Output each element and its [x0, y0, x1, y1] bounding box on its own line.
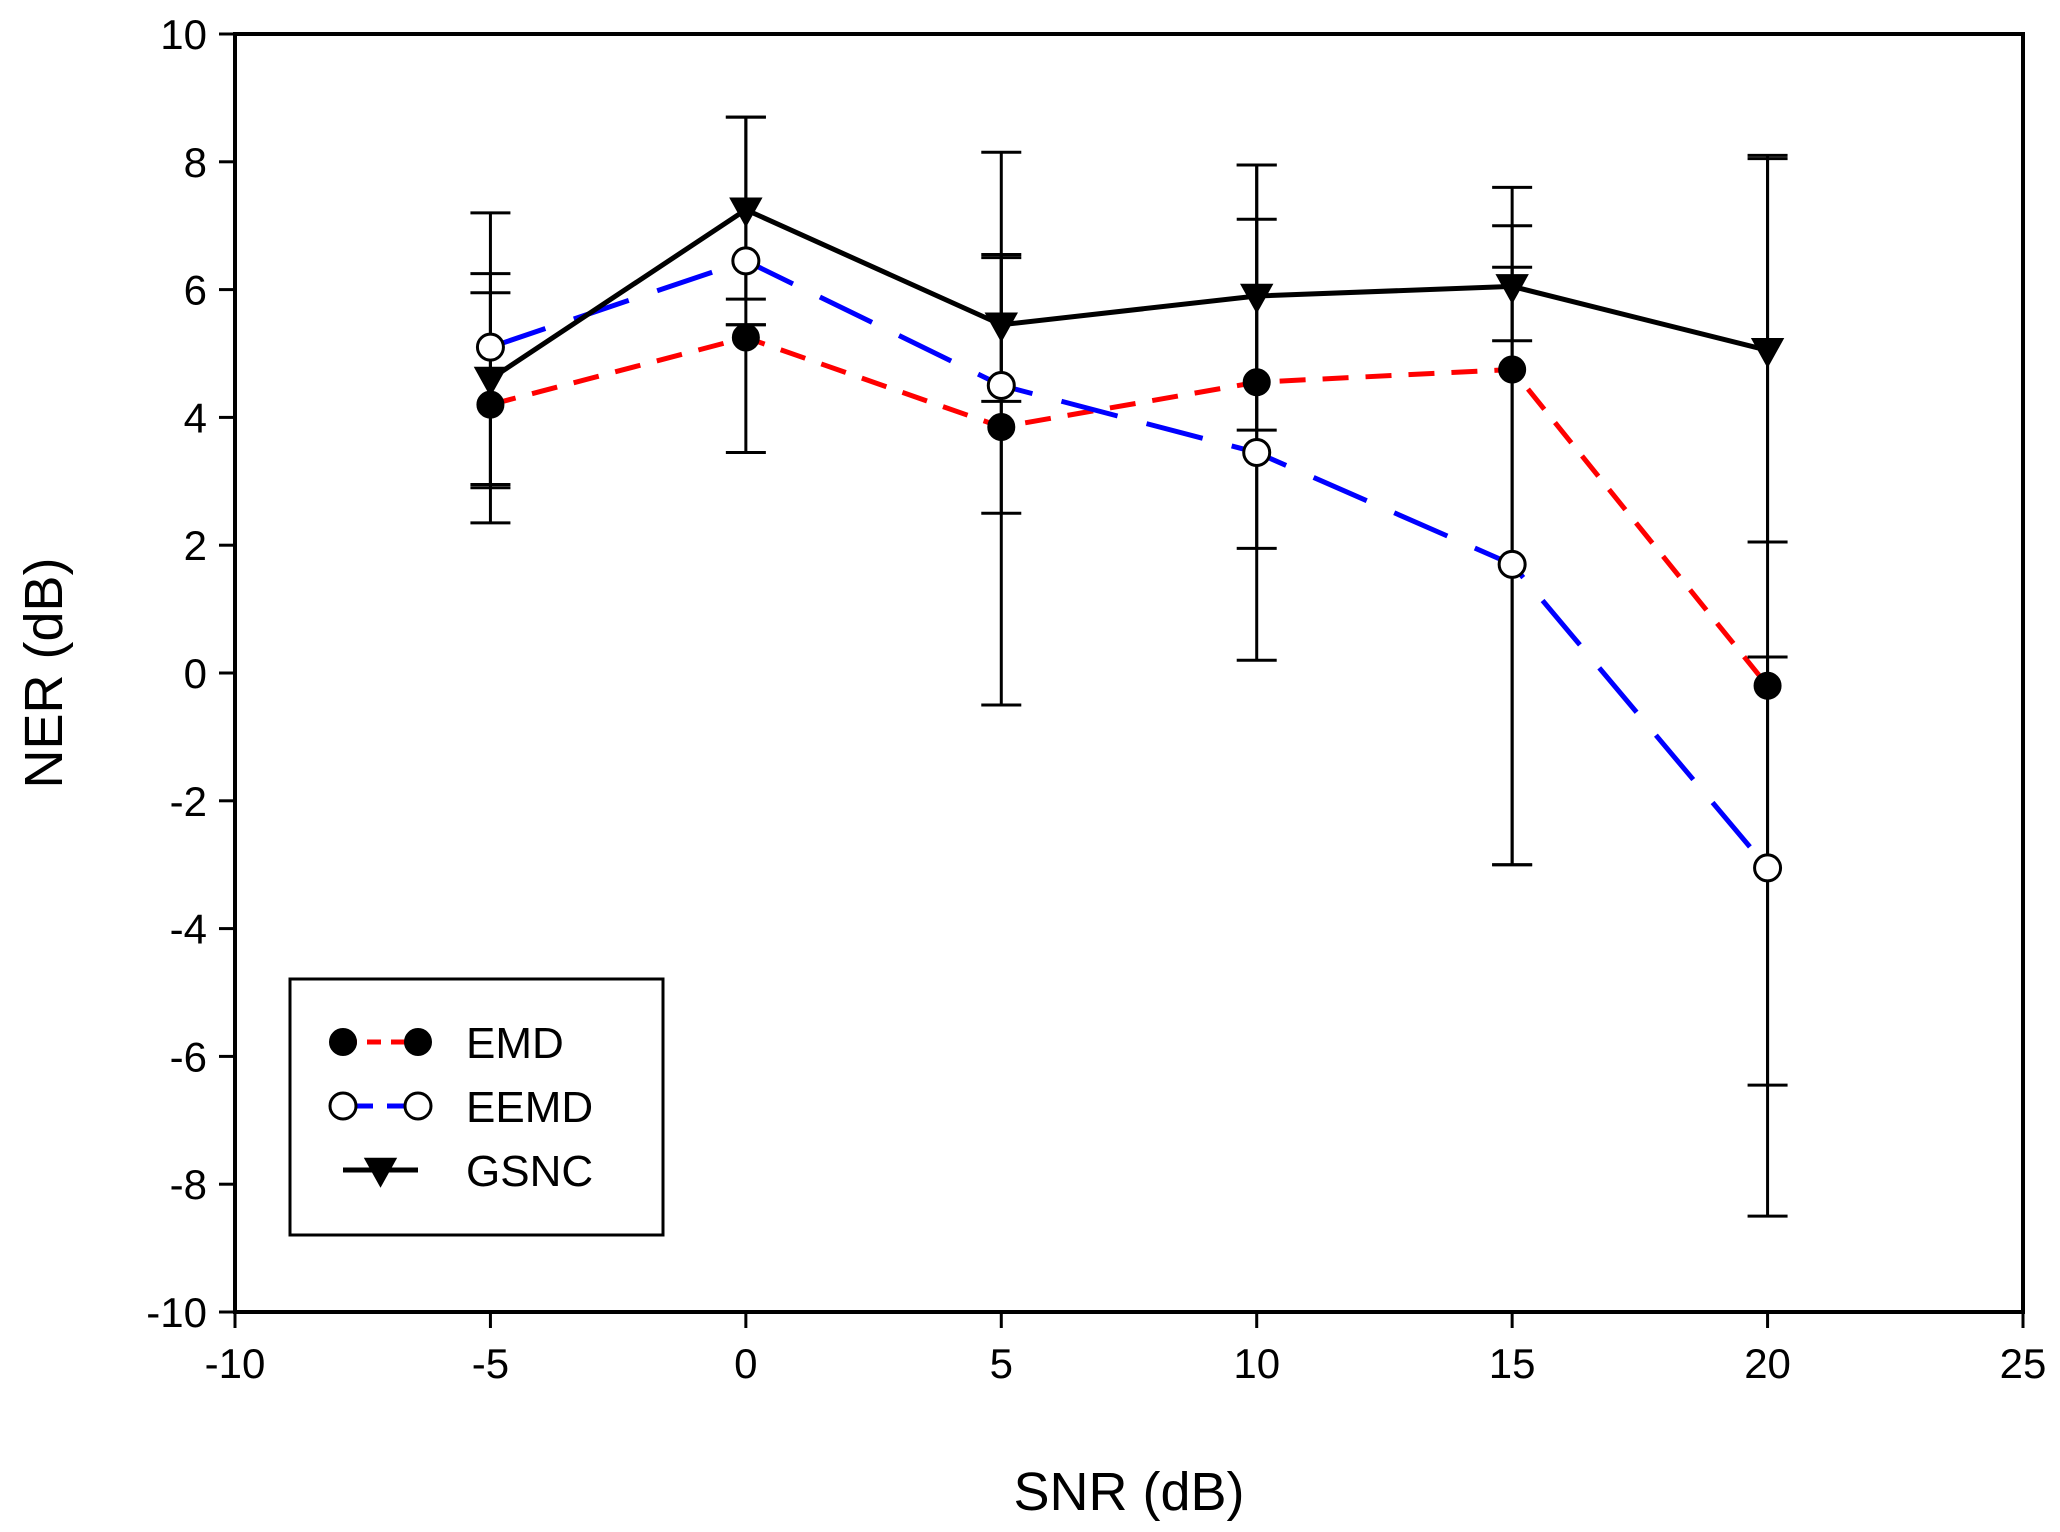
legend-label-gsnc: GSNC	[466, 1147, 593, 1196]
y-tick-label: 10	[160, 11, 207, 58]
series-line-gsnc	[489, 206, 1769, 382]
x-axis: -10 -5 0 5 10 15 20 25	[205, 1312, 2047, 1387]
marker-gsnc	[984, 312, 1018, 343]
marker-eemd	[1753, 853, 1783, 883]
series-line-eemd	[489, 258, 1770, 870]
y-tick-label: 2	[184, 522, 207, 569]
y-tick-label: 0	[184, 650, 207, 697]
legend-marker-eemd	[328, 1091, 358, 1121]
marker-gsnc	[1495, 274, 1529, 305]
marker-emd	[987, 412, 1016, 441]
y-tick-label: -6	[170, 1033, 207, 1080]
y-axis-title: NER (dB)	[14, 557, 74, 788]
y-tick-label: 4	[184, 394, 207, 441]
marker-gsnc	[473, 366, 508, 397]
marker-eemd	[475, 332, 505, 362]
x-axis-title: SNR (dB)	[1013, 1462, 1244, 1522]
x-tick-label: 25	[2000, 1340, 2047, 1387]
marker-emd	[1498, 355, 1527, 384]
x-tick-label: -5	[472, 1340, 509, 1387]
marker-gsnc	[1750, 338, 1785, 369]
x-tick-label: 0	[734, 1340, 757, 1387]
marker-emd	[1753, 671, 1782, 700]
marker-eemd	[1242, 438, 1272, 468]
marker-emd	[731, 323, 760, 352]
legend-marker-emd	[329, 1028, 357, 1056]
marker-emd	[1242, 368, 1271, 397]
y-tick-label: -10	[146, 1289, 207, 1336]
legend-label-emd: EMD	[466, 1019, 564, 1068]
marker-gsnc	[1240, 283, 1274, 314]
y-axis: -10 -8 -6 -4 -2 0 2 4 6 8 10	[146, 11, 235, 1336]
markers-layer	[473, 197, 1785, 883]
x-tick-label: 5	[990, 1340, 1013, 1387]
series-line-emd	[489, 334, 1770, 688]
x-tick-label: 10	[1233, 1340, 1280, 1387]
y-tick-label: 8	[184, 139, 207, 186]
error-bars-layer	[470, 115, 1788, 1218]
marker-gsnc	[729, 197, 763, 228]
marker-eemd	[1497, 549, 1527, 579]
y-tick-label: -8	[170, 1161, 207, 1208]
y-tick-label: -4	[170, 906, 207, 953]
legend-label-eemd: EEMD	[466, 1083, 593, 1132]
legend-marker-gsnc	[363, 1157, 398, 1188]
legend-items: EMD EEMD GSNC	[328, 1019, 593, 1196]
y-tick-label: 6	[184, 267, 207, 314]
x-tick-label: 20	[1744, 1340, 1791, 1387]
y-tick-label: -2	[170, 778, 207, 825]
marker-eemd	[986, 370, 1016, 400]
legend-marker-eemd	[403, 1091, 433, 1121]
legend: EMD EEMD GSNC	[288, 977, 665, 1237]
marker-eemd	[731, 246, 761, 276]
series-lines-layer	[489, 206, 1770, 870]
x-tick-label: -10	[205, 1340, 266, 1387]
legend-marker-emd	[404, 1028, 432, 1056]
x-tick-label: 15	[1489, 1340, 1536, 1387]
